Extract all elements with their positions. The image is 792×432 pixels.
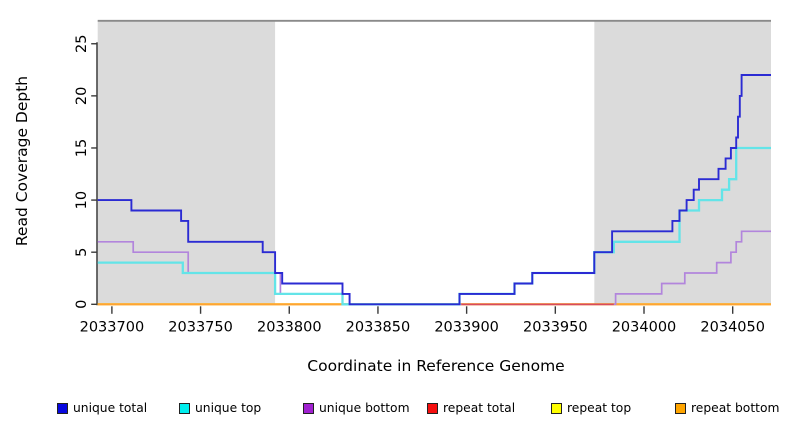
y-tick-label: 0 [74,300,90,309]
x-axis-title: Coordinate in Reference Genome [307,357,565,375]
x-tick-label: 2033750 [168,319,233,335]
series-unique_bottom [97,230,771,306]
y-axis-title: Read Coverage Depth [13,75,31,247]
x-tick-label: 2034000 [612,319,677,335]
y-tick-label: 20 [74,87,90,105]
y-tick-label: 15 [74,139,90,157]
x-tick-label: 2033950 [523,319,588,335]
series-unique_total [97,74,771,306]
y-tick-label: 5 [74,248,90,257]
x-tick-label: 2033850 [346,319,411,335]
y-tick-label: 25 [74,35,90,53]
x-tick-label: 2033900 [434,319,499,335]
x-tick-label: 2033800 [257,319,322,335]
x-tick-label: 2034050 [700,319,765,335]
left-gray-band [97,20,276,305]
y-tick-label: 10 [74,191,90,209]
x-tick-label: 2033700 [80,319,145,335]
right-gray-band [594,20,771,305]
